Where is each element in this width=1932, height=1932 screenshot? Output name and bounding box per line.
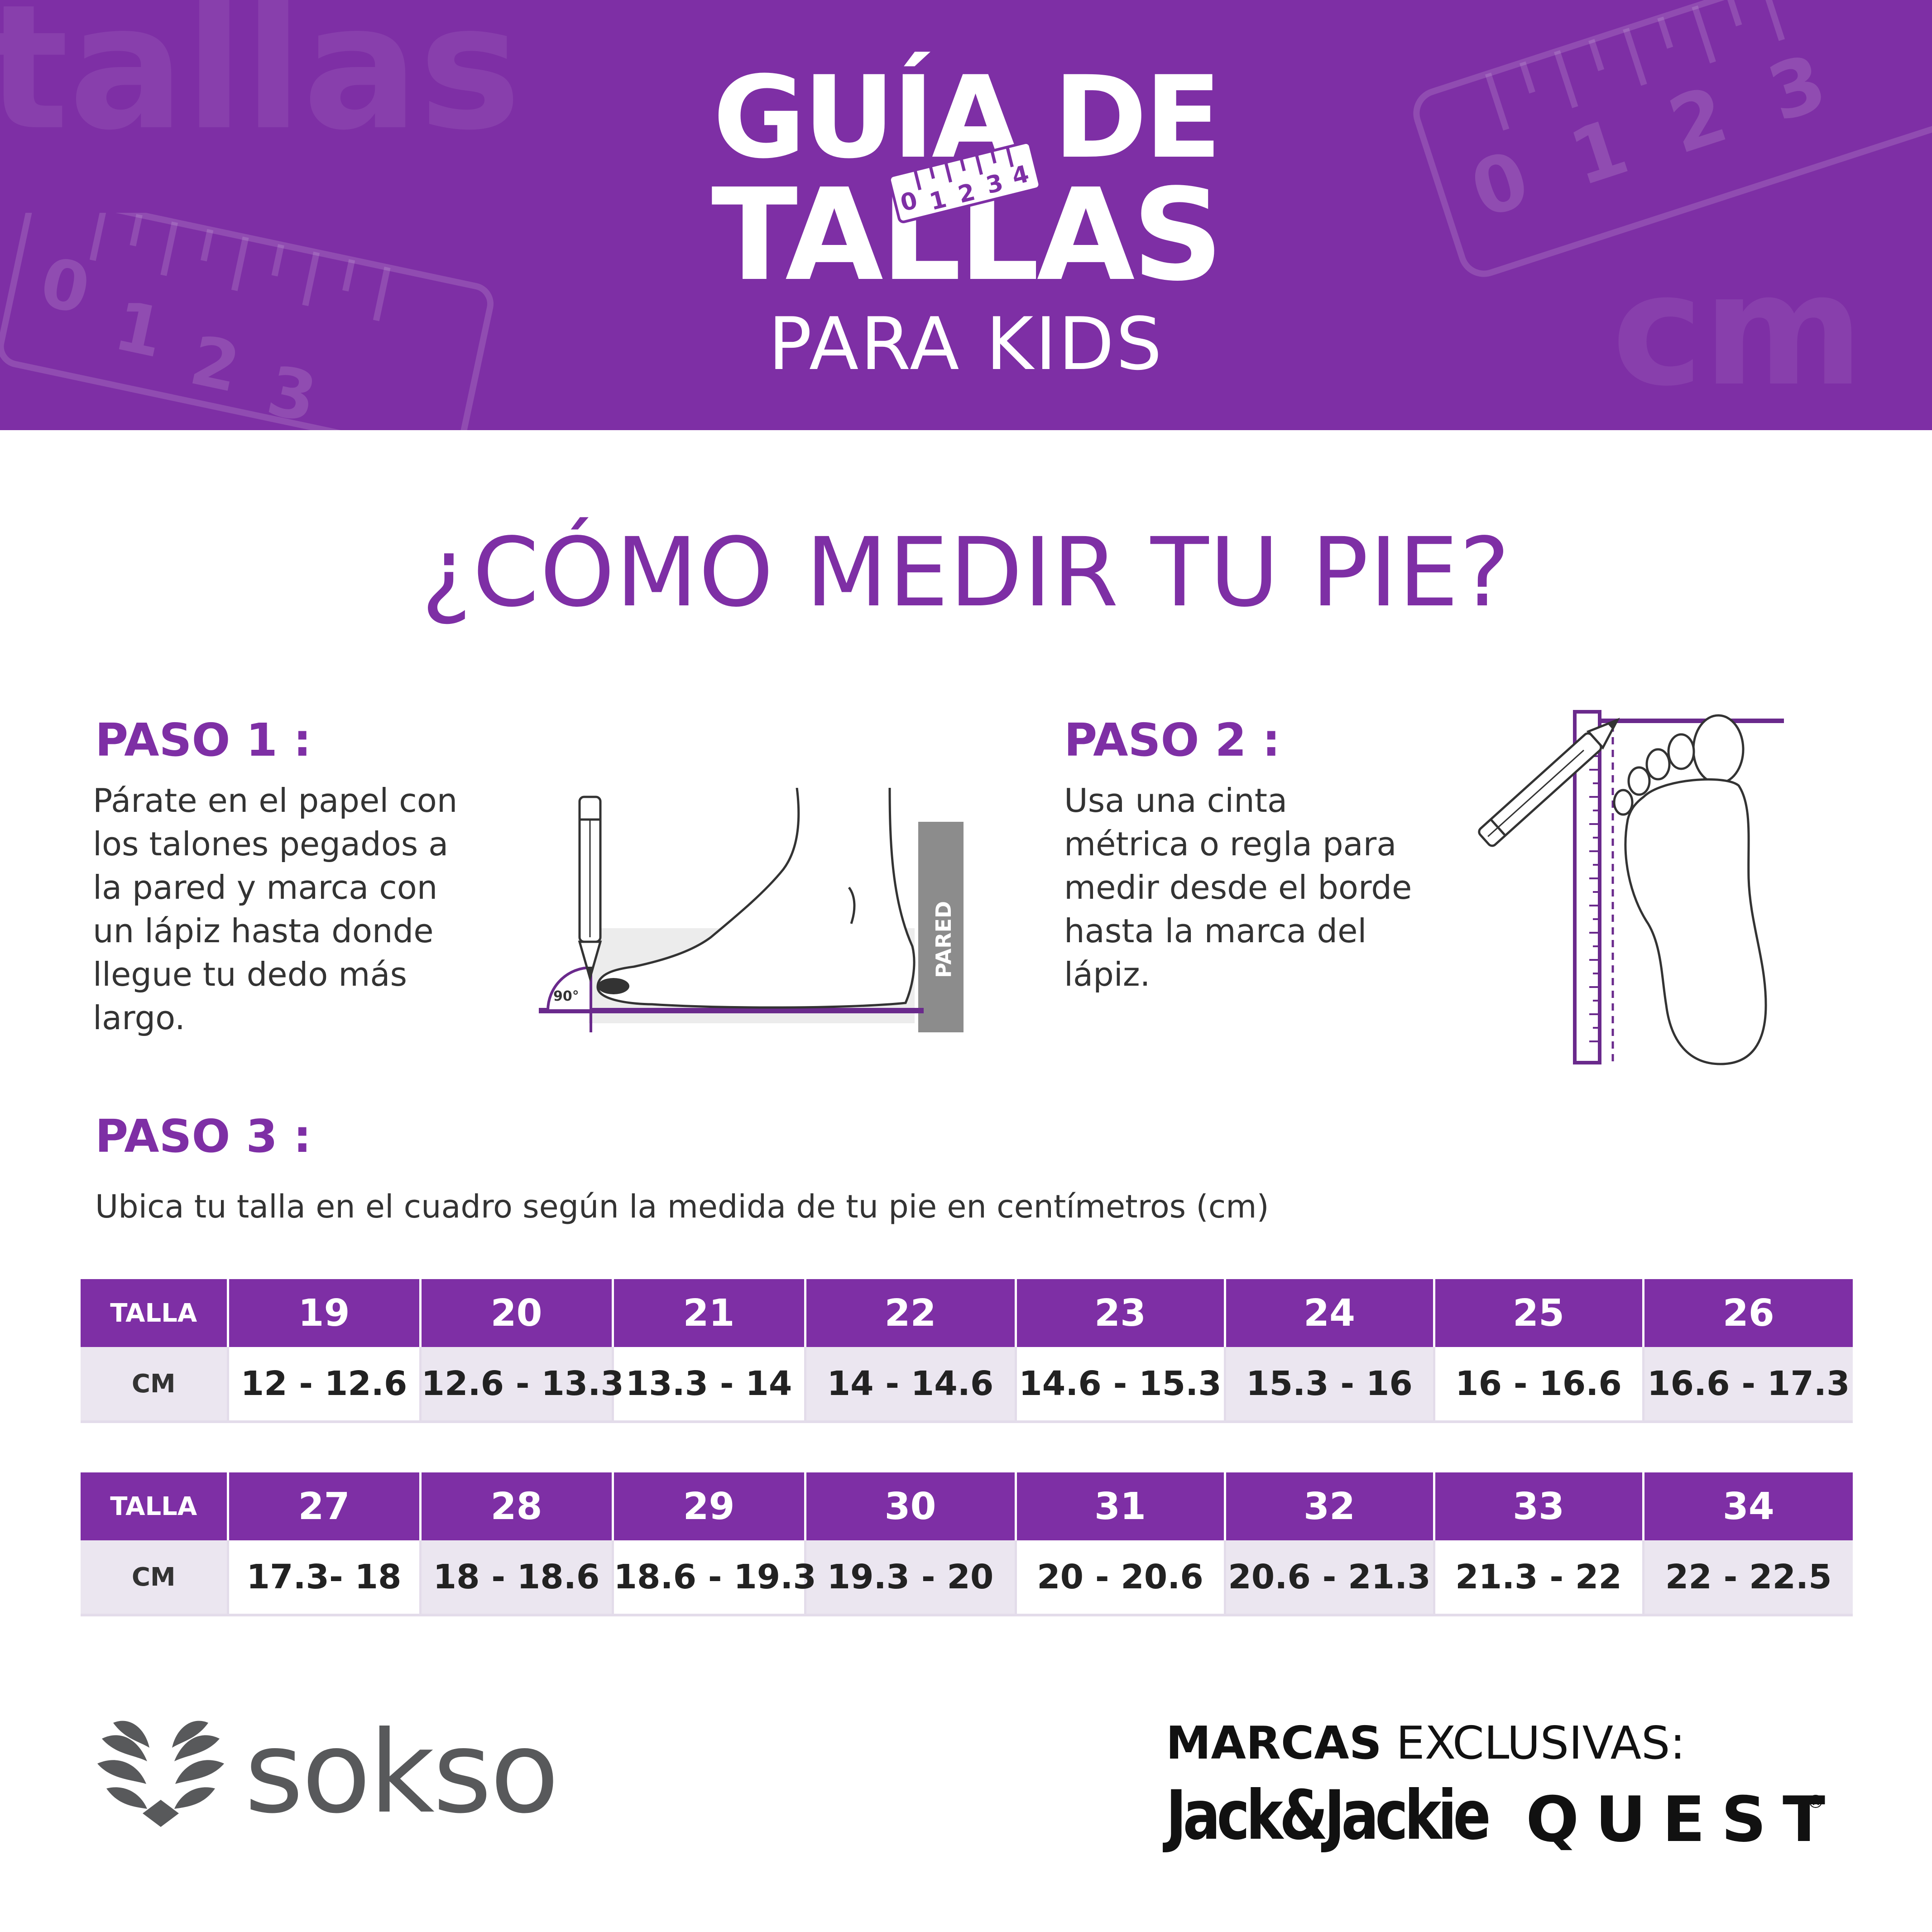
size-table-1: TALLA 19 20 21 22 23 24 25 26 CM 12 - 12… (81, 1279, 1853, 1423)
size-cell: 25 (1434, 1279, 1644, 1347)
cm-cell: 12.6 - 13.3 (420, 1347, 624, 1423)
size-row: TALLA 27 28 29 30 31 32 33 34 (81, 1472, 1853, 1540)
brand-quest: QUEST (1526, 1783, 1842, 1856)
cm-row: CM 17.3- 18 18 - 18.6 18.6 - 19.3 19.3 -… (81, 1540, 1853, 1616)
background-word: tallas (0, 0, 522, 168)
marcas-bold: MARCAS (1166, 1716, 1382, 1769)
cm-cell: 16.6 - 17.3 (1643, 1347, 1853, 1423)
cm-cell: 20 - 20.6 (1016, 1540, 1226, 1616)
background-ruler-right-icon: 0 1 2 3 (1413, 0, 1932, 277)
cm-cell: 13.3 - 14 (613, 1347, 806, 1423)
step-2-title: PASO 2 : (1064, 714, 1280, 767)
size-cell: 19 (228, 1279, 422, 1347)
step-2-text: Usa una cinta métrica o regla para medir… (1064, 781, 1412, 993)
sokso-logo-icon (97, 1721, 224, 1827)
cm-cell: 18.6 - 19.3 (613, 1540, 816, 1616)
size-cell: 34 (1643, 1472, 1853, 1540)
step-1-illustration: PARED 90° (539, 788, 964, 1032)
size-table-2: TALLA 27 28 29 30 31 32 33 34 CM 17.3- 1… (81, 1472, 1853, 1616)
background-ruler-left-icon: 0 1 2 3 (0, 213, 494, 430)
cm-cell: 12 - 12.6 (228, 1347, 422, 1423)
title-ruler-icon: 0 1 2 3 4 (888, 141, 1041, 223)
cm-cell: 22 - 22.5 (1643, 1540, 1853, 1616)
main-heading: ¿CÓMO MEDIR TU PIE? (421, 517, 1511, 628)
registered-mark: ® (1807, 1792, 1825, 1812)
cm-cell: 19.3 - 20 (805, 1540, 1017, 1616)
cm-cell: 21.3 - 22 (1434, 1540, 1644, 1616)
step-3-text: Ubica tu talla en el cuadro según la med… (95, 1188, 1269, 1225)
step-1-text: Párate en el papel con los talones pegad… (93, 781, 458, 1037)
size-cell: 29 (613, 1472, 806, 1540)
header-banner: tallas cm 0 1 2 3 0 1 (0, 0, 1932, 430)
size-cell: 24 (1225, 1279, 1435, 1347)
angle-label: 90° (553, 988, 579, 1004)
foot-side-icon (596, 788, 916, 1009)
brand-jack-jackie: Jack&Jackie (1166, 1776, 1491, 1855)
size-cell: 22 (805, 1279, 1017, 1347)
title-line-1: GUÍA DE (713, 52, 1222, 183)
cm-cell: 15.3 - 16 (1225, 1347, 1435, 1423)
cm-cell: 18 - 18.6 (420, 1540, 614, 1616)
step-2-illustration (1478, 710, 1784, 1065)
size-cell: 33 (1434, 1472, 1644, 1540)
size-cell: 23 (1016, 1279, 1226, 1347)
size-cell: 27 (228, 1472, 422, 1540)
cm-label: CM (81, 1540, 229, 1616)
size-cell: 30 (805, 1472, 1017, 1540)
toe-nail (598, 978, 629, 994)
cm-row: CM 12 - 12.6 12.6 - 13.3 13.3 - 14 14 - … (81, 1347, 1853, 1423)
ruler-icon (1573, 710, 1614, 1064)
size-cell: 26 (1643, 1279, 1853, 1347)
pencil-icon (578, 796, 602, 983)
size-cell: 21 (613, 1279, 806, 1347)
cm-cell: 14 - 14.6 (805, 1347, 1017, 1423)
exclusive-brands-heading: MARCAS EXCLUSIVAS: (1166, 1721, 1685, 1766)
cm-cell: 20.6 - 21.3 (1225, 1540, 1435, 1616)
size-cell: 32 (1225, 1472, 1435, 1540)
wall-label: PARED (931, 901, 956, 978)
cm-cell: 17.3- 18 (228, 1540, 422, 1616)
size-row: TALLA 19 20 21 22 23 24 25 26 (81, 1279, 1853, 1347)
marcas-rest: EXCLUSIVAS: (1381, 1716, 1686, 1769)
background-unit: cm (1612, 241, 1864, 420)
cm-label: CM (81, 1347, 229, 1423)
size-cell: 31 (1016, 1472, 1226, 1540)
step-3-title: PASO 3 : (95, 1110, 312, 1163)
foot-sole-icon (1613, 714, 1767, 1065)
wall-icon: PARED (918, 822, 964, 1032)
title-line-3: PARA KIDS (768, 302, 1164, 386)
cm-cell: 16 - 16.6 (1434, 1347, 1644, 1423)
size-cell: 20 (420, 1279, 614, 1347)
brand-name: sokso (244, 1707, 559, 1838)
step-1-title: PASO 1 : (95, 714, 312, 767)
size-label: TALLA (81, 1472, 229, 1540)
size-cell: 28 (420, 1472, 614, 1540)
cm-cell: 14.6 - 15.3 (1016, 1347, 1226, 1423)
pencil-icon (1478, 718, 1620, 847)
size-label: TALLA (81, 1279, 229, 1347)
